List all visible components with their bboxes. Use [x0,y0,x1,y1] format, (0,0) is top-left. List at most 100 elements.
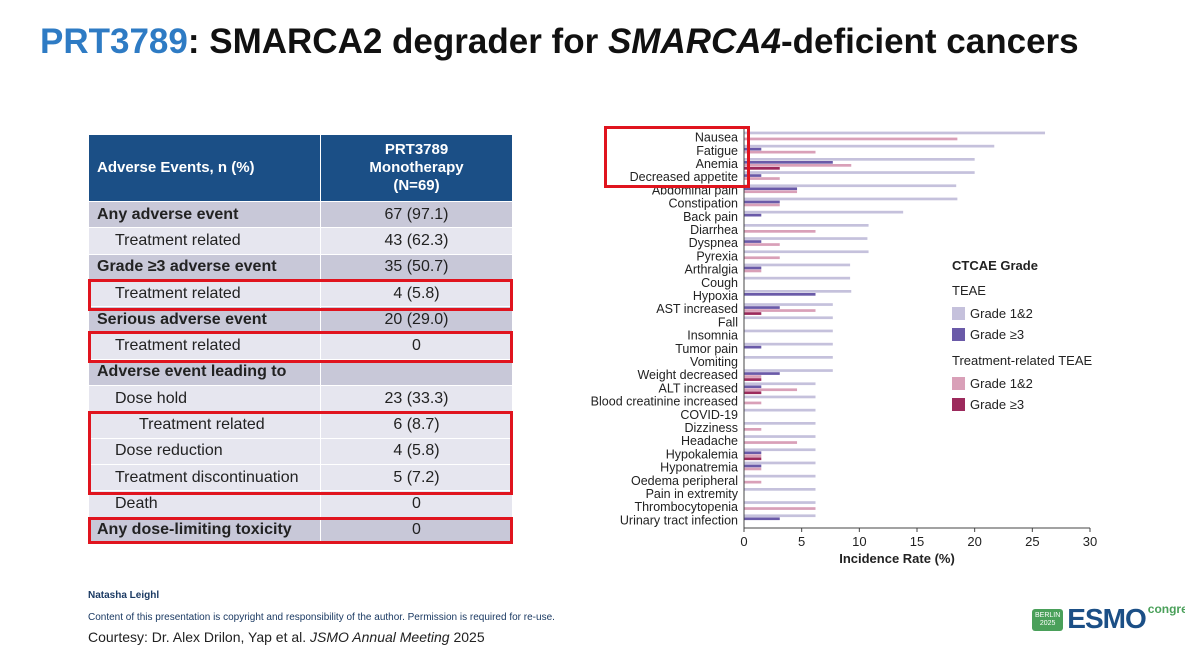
category-label: Dizziness [685,421,739,435]
bar-tr-g12 [744,375,762,378]
x-tick-label: 10 [852,534,866,549]
table-row: Adverse event leading to [88,358,513,387]
bar-tr-g12 [744,441,798,444]
row-value: 43 (62.3) [320,227,513,255]
bar-teae-g12 [744,514,816,518]
category-label: Thrombocytopenia [634,500,738,514]
category-label: ALT increased [659,381,738,395]
bar-tr-g12 [744,454,762,458]
row-value: 67 (97.1) [320,200,513,229]
logo-badge-city: BERLIN [1035,612,1061,619]
bar-teae-g3 [744,187,798,191]
row-value: 23 (33.3) [320,385,513,413]
bar-tr-g3 [744,312,762,315]
title-gene-name: SMARCA4 [607,22,782,61]
bar-teae-g12 [744,474,816,478]
row-label: Treatment discontinuation [88,463,321,492]
legend-swatch-tr-g12 [952,377,965,390]
courtesy-year: 2025 [449,629,485,645]
bar-teae-g12 [744,382,816,386]
logo-badge: BERLIN 2025 [1032,609,1064,631]
x-tick-label: 0 [740,534,747,549]
bar-teae-g12 [744,329,833,333]
highlight-box-dlt [88,517,513,544]
author-name: Natasha Leighl [88,590,160,601]
bar-teae-g3 [744,345,762,349]
row-value: 35 (50.7) [320,253,513,281]
bar-teae-g12 [744,369,833,372]
courtesy-citation: Courtesy: Dr. Alex Drilon, Yap et al. JS… [88,629,485,645]
category-label: Cough [701,276,738,290]
row-value: 6 (8.7) [320,411,513,439]
row-label: Dose hold [88,385,321,413]
bar-tr-g12 [744,467,762,471]
bar-teae-g3 [744,174,762,177]
bar-teae-g12 [744,408,816,412]
table-header-row: Adverse Events, n (%) PRT3789 Monotherap… [88,134,513,202]
bar-teae-g3 [744,293,816,296]
table-row: Death 0 [88,490,513,518]
category-label: Constipation [669,197,739,211]
bar-tr-g12 [744,190,798,194]
row-label: Grade ≥3 adverse event [88,253,321,281]
row-label: Treatment related [88,279,321,308]
category-label: Pain in extremity [646,487,739,501]
legend-label-tr-g12: Grade 1&2 [970,376,1033,391]
bar-teae-g12 [744,342,833,346]
legend-title: CTCAE Grade [952,258,1038,273]
bar-teae-g12 [744,276,851,280]
table-row: Treatment related 6 (8.7) [88,411,513,439]
bar-teae-g12 [744,184,957,188]
copyright-notice: Content of this presentation is copyrigh… [88,612,555,623]
bar-tr-g12 [744,230,816,233]
bar-teae-g12 [744,237,868,240]
bar-teae-g12 [744,435,816,438]
chart-legend: CTCAE Grade TEAE Grade 1&2 Grade ≥3 Trea… [952,258,1092,415]
row-label: Dose reduction [88,437,321,465]
legend-label-teae-g3: Grade ≥3 [970,327,1025,342]
bar-tr-g12 [744,256,780,260]
category-label: Insomnia [687,329,738,343]
bar-tr-g12 [744,137,958,141]
legend-item-tr-g12: Grade 1&2 [952,373,1092,394]
bar-tr-g3 [744,391,762,395]
courtesy-prefix: Courtesy: Dr. Alex Drilon, Yap et al. [88,629,311,645]
category-label: Oedema peripheral [631,474,738,488]
title-drug-name: PRT3789 [40,22,188,61]
logo-badge-year: 2025 [1039,620,1056,627]
legend-label-teae-g12: Grade 1&2 [970,306,1033,321]
legend-label-tr-g3: Grade ≥3 [970,397,1025,412]
legend-swatch-teae-g12 [952,307,965,320]
bar-tr-g12 [744,269,762,273]
category-label: Weight decreased [637,368,738,382]
bar-teae-g12 [744,197,958,201]
header-adverse-events: Adverse Events, n (%) [88,134,321,202]
logo-congress-text: congress [1147,602,1185,616]
x-tick-label: 25 [1025,534,1039,549]
legend-item-tr-g3: Grade ≥3 [952,394,1092,415]
bar-teae-g12 [744,224,869,227]
category-label: Diarrhea [690,223,738,237]
bar-tr-g12 [744,309,816,312]
bar-teae-g3 [744,213,762,217]
category-label: Fatigue [696,144,738,158]
bar-tr-g12 [744,401,762,405]
category-label: Pyrexia [696,249,738,263]
bar-teae-g3 [744,200,780,204]
header-line-1: PRT3789 [384,141,449,158]
table-row: Serious adverse event 20 (29.0) [88,306,513,334]
bar-tr-g12 [744,203,780,207]
category-label: Hyponatremia [660,461,738,475]
bar-teae-g12 [744,158,975,161]
bar-tr-g12 [744,177,780,180]
table-row: Any adverse event 67 (97.1) [88,200,513,229]
bar-tr-g12 [744,507,816,510]
legend-item-teae-g12: Grade 1&2 [952,303,1092,324]
bar-teae-g12 [744,131,1046,135]
row-value: 4 (5.8) [320,437,513,465]
bar-teae-g3 [744,372,780,375]
table-row: Grade ≥3 adverse event 35 (50.7) [88,253,513,281]
bar-teae-g12 [744,316,833,320]
header-line-2: Monotherapy [369,159,464,176]
